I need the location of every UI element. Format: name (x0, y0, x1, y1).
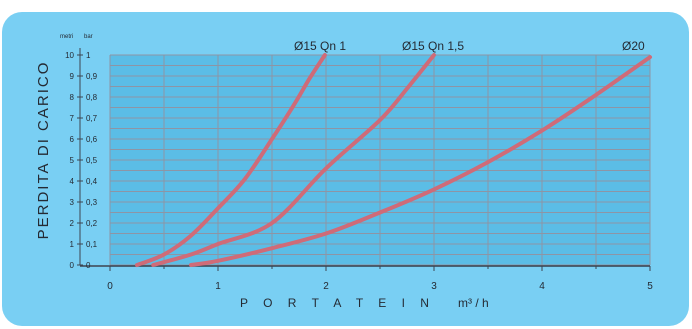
tick-labels: 0 1 2 3 4 5 0 0 1 0,1 2 0,2 3 0,3 4 0,4 5 0,5 6 0,6 7 0,7 8 0,8… (65, 51, 653, 292)
y-axis-title: PERDITA DI CARICO (35, 61, 52, 240)
y-tick-label-metri: 2 (70, 219, 75, 228)
y-tick-label-bar: 0,6 (86, 135, 98, 144)
x-tick-label: 3 (431, 281, 437, 292)
x-tick-label: 2 (323, 281, 329, 292)
curve-o20 (189, 55, 652, 267)
series-label-o15-qn1: Ø15 Qn 1 (294, 39, 346, 53)
y-tick-label-bar: 0,3 (86, 198, 98, 207)
y-tick-label-metri: 1 (70, 240, 75, 249)
series-label-o15-qn15: Ø15 Qn 1,5 (402, 39, 464, 53)
y-tick-label-metri: 9 (70, 72, 75, 81)
x-axis-title: P O R T A T E I N (240, 296, 435, 310)
x-tick-label: 5 (647, 281, 653, 292)
axes (79, 48, 650, 267)
y-tick-label-metri: 4 (70, 177, 75, 186)
y-tick-label-bar: 0,7 (86, 114, 98, 123)
curve-o15-qn1 (135, 53, 327, 267)
y-tick-label-metri: 7 (70, 114, 75, 123)
y-tick-label-bar: 0,5 (86, 156, 98, 165)
y-tick-label-bar: 0,8 (86, 93, 98, 102)
x-tick-label: 0 (107, 281, 113, 292)
y-tick-label-bar: 0,2 (86, 219, 98, 228)
curves (135, 53, 652, 267)
y-tick-label-metri: 3 (70, 198, 75, 207)
y-tick-label-bar: 0,9 (86, 72, 98, 81)
curve-o15-qn15 (151, 53, 436, 267)
x-tick-label: 1 (215, 281, 221, 292)
y-tick-label-metri: 5 (70, 156, 75, 165)
y-tick-label-bar: 0 (86, 261, 91, 270)
y-tick-label-metri: 6 (70, 135, 75, 144)
y-tick-label-bar: 0,4 (86, 177, 98, 186)
series-label-o20: Ø20 (622, 39, 645, 53)
y-unit-left: metri (60, 34, 73, 40)
y-tick-label-metri: 0 (70, 261, 75, 270)
y-tick-label-metri: 8 (70, 93, 75, 102)
y-unit-right: bar (84, 34, 93, 40)
y-tick-label-bar: 0,1 (86, 240, 98, 249)
y-tick-label-metri: 10 (65, 51, 74, 60)
x-axis-unit: m³ / h (458, 296, 489, 310)
x-tick-label: 4 (539, 281, 545, 292)
y-tick-label-bar: 1 (86, 51, 91, 60)
